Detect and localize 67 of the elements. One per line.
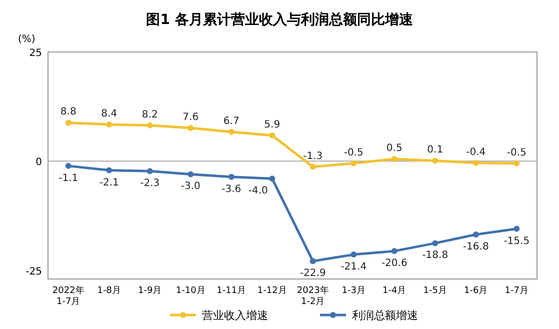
data-label: -1.1: [58, 172, 78, 184]
data-label: 8.4: [101, 108, 118, 120]
point: [146, 168, 153, 174]
data-label: -4.0: [248, 186, 268, 197]
point: [432, 240, 438, 246]
y-axis-title: (%): [18, 34, 36, 45]
x-tick-label: 1-4月: [382, 286, 406, 296]
data-label: -3.0: [180, 181, 200, 192]
legend-label: 利润总额增速: [352, 309, 418, 322]
x-tick-label: 1-9月: [138, 286, 162, 296]
data-label: -2.1: [99, 177, 119, 188]
x-tick-label: 1-5月: [423, 286, 447, 296]
data-label: -20.6: [381, 258, 408, 270]
x-tick-label: 1-3月: [342, 286, 366, 296]
data-label: -18.8: [422, 250, 448, 262]
point: [472, 160, 479, 166]
point: [432, 158, 438, 164]
point: [514, 226, 520, 232]
point: [269, 176, 276, 182]
x-tick-label: 1-12月: [257, 286, 287, 296]
legend-label: 营业收入增速: [202, 309, 268, 322]
data-label: -0.4: [466, 146, 486, 158]
y-tick-label: 0: [36, 157, 42, 168]
data-label: -16.8: [462, 241, 489, 252]
data-label: -2.3: [140, 178, 160, 190]
data-label: 0.5: [386, 142, 402, 154]
point: [228, 174, 234, 180]
point: [228, 128, 234, 135]
point: [350, 160, 357, 166]
point: [310, 164, 316, 170]
x-tick-label: 2023年 1-2月: [296, 285, 329, 307]
x-tick-label: 1-8月: [97, 286, 121, 296]
y-tick-label: -25: [26, 266, 42, 278]
data-label: -22.9: [300, 268, 326, 280]
point: [146, 122, 153, 128]
x-tick-label: 2022年 1-7月: [52, 285, 84, 307]
data-label: -15.5: [504, 236, 530, 247]
point: [65, 162, 72, 169]
point: [310, 258, 316, 264]
x-tick-label: 1-6月: [464, 286, 488, 296]
point: [65, 120, 72, 126]
point: [472, 231, 479, 238]
y-tick-label: 25: [29, 48, 42, 59]
point: [350, 252, 357, 258]
data-label: -1.3: [303, 150, 323, 162]
point: [106, 121, 112, 128]
point: [188, 124, 194, 131]
data-label: -21.4: [340, 262, 367, 273]
point: [188, 171, 194, 178]
point: [269, 132, 276, 138]
data-label: 8.2: [142, 109, 158, 120]
data-label: 5.9: [264, 119, 280, 130]
data-label: -0.5: [506, 147, 526, 158]
point: [514, 160, 520, 166]
data-label: -0.5: [344, 147, 364, 158]
point: [391, 248, 398, 254]
x-tick-label: 1-7月: [504, 286, 528, 296]
data-label: 0.1: [427, 144, 444, 156]
data-label: -3.6: [222, 184, 242, 195]
data-label: 8.8: [60, 106, 76, 118]
chart-title: 图1 各月累计营业收入与利润总额同比增速: [146, 11, 414, 28]
data-label: 6.7: [223, 116, 240, 127]
x-tick-label: 1-11月: [216, 286, 246, 296]
data-label: 7.6: [182, 112, 199, 123]
point: [391, 156, 398, 162]
x-tick-label: 1-10月: [176, 286, 206, 296]
point: [106, 167, 112, 174]
